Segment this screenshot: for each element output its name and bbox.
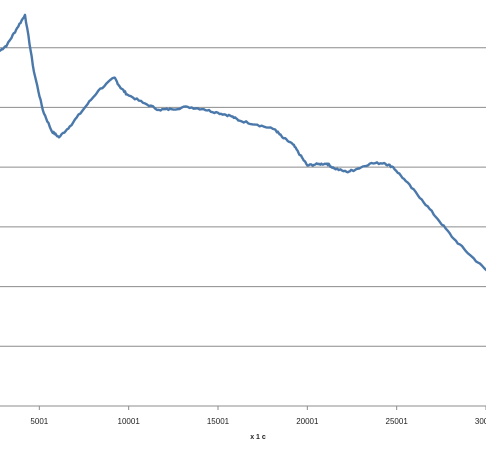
x-tick-label: 25001 bbox=[386, 417, 409, 426]
x-tick-label: 30001 bbox=[475, 417, 486, 426]
x-tick-label: 10001 bbox=[118, 417, 141, 426]
x-tick-labels: 5001 10001 15001 20001 25001 30001 bbox=[30, 417, 486, 426]
x-tick-label: 20001 bbox=[296, 417, 319, 426]
x-axis-label: x 1 c bbox=[250, 434, 266, 441]
x-tick-label: 5001 bbox=[30, 417, 48, 426]
x-tick-label: 15001 bbox=[207, 417, 230, 426]
series-group bbox=[0, 13, 486, 272]
series-line bbox=[0, 13, 486, 272]
gridlines bbox=[0, 47, 486, 347]
x-axis bbox=[0, 405, 486, 410]
